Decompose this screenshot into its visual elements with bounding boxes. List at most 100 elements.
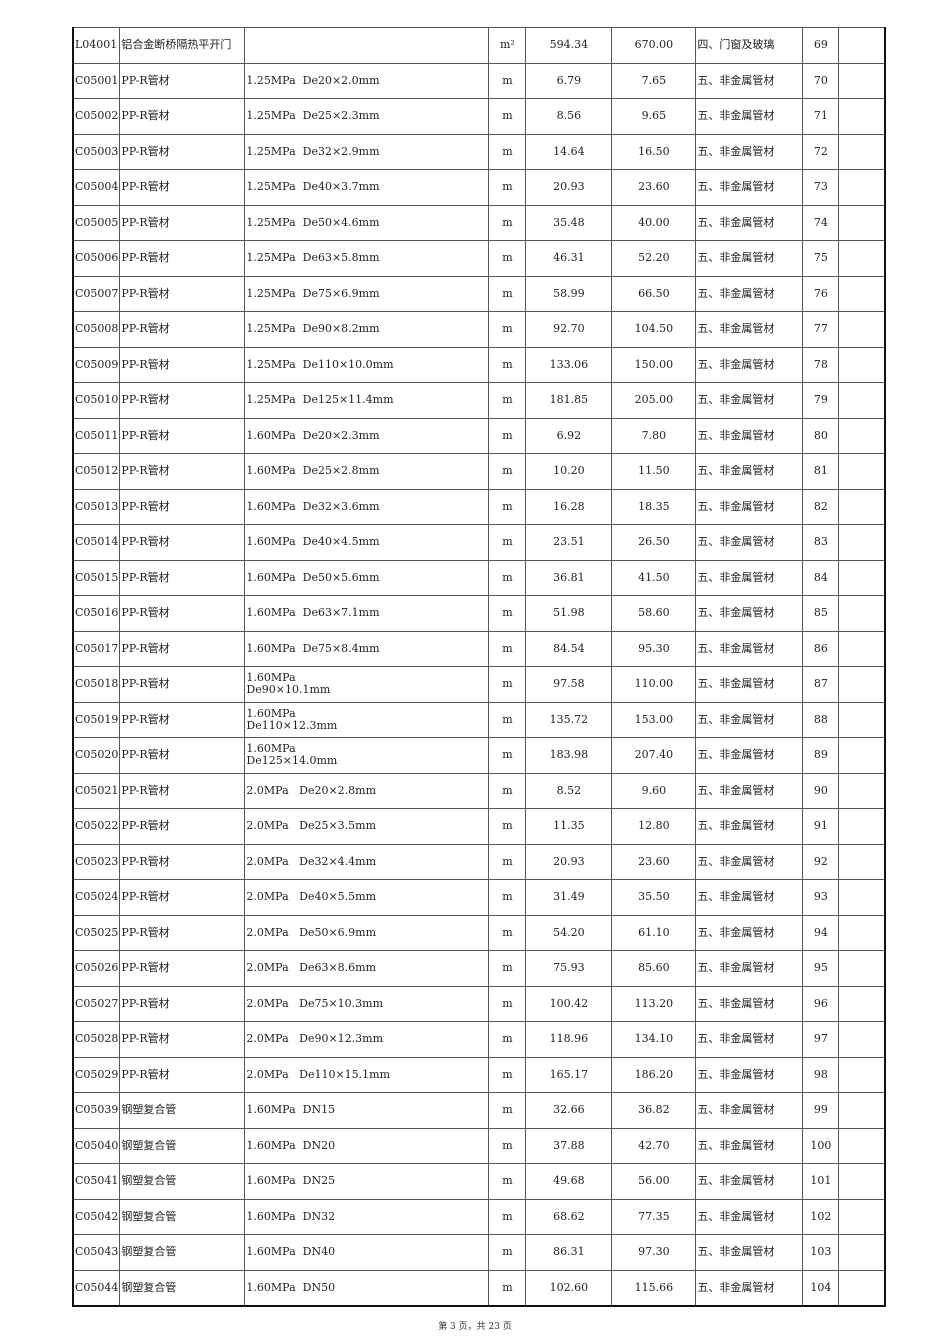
price-incl-tax: 95.30 (611, 630, 697, 667)
specification: 2.0MPa De90×12.3mm (244, 1021, 490, 1058)
table-row: C05041 钢塑复合管 1.60MPa DN25 m 49.68 56.00 五、非金属管… (72, 1163, 886, 1200)
remark (838, 701, 886, 738)
category: 五、非金属管材 (695, 1269, 804, 1307)
unit: m (488, 808, 527, 845)
item-name: PP-R管材 (119, 382, 246, 419)
remark (838, 169, 886, 206)
item-name: PP-R管材 (119, 772, 246, 809)
table-row: C05009 PP-R管材 1.25MPa De110×10.0mm m 133.06 1… (72, 346, 886, 383)
category: 五、非金属管材 (695, 204, 804, 241)
item-code: C05041 (72, 1163, 121, 1200)
table-row: C05044 钢塑复合管 1.60MPa DN50 m 102.60 115.66 五、非金… (72, 1269, 886, 1307)
item-name: 钢塑复合管 (119, 1163, 246, 1200)
sequence-number: 88 (802, 701, 840, 738)
item-code: C05017 (72, 630, 121, 667)
item-name: PP-R管材 (119, 169, 246, 206)
specification (244, 27, 490, 64)
item-name: PP-R管材 (119, 914, 246, 951)
price-excl-tax: 11.35 (525, 808, 613, 845)
unit: m (488, 346, 527, 383)
item-name: PP-R管材 (119, 453, 246, 490)
table-row: C05007 PP-R管材 1.25MPa De75×6.9mm m 58.99 66.5… (72, 275, 886, 312)
item-code: C05044 (72, 1269, 121, 1307)
price-excl-tax: 6.79 (525, 62, 613, 99)
price-incl-tax: 26.50 (611, 524, 697, 561)
price-incl-tax: 40.00 (611, 204, 697, 241)
table-row: C05018 PP-R管材 1.60MPa De90×10.1mm m 97.58 110… (72, 666, 886, 703)
specification: 1.60MPa De63×7.1mm (244, 595, 490, 632)
unit: m (488, 417, 527, 454)
sequence-number: 79 (802, 382, 840, 419)
item-code: C05023 (72, 843, 121, 880)
price-incl-tax: 7.80 (611, 417, 697, 454)
table-row: L04001 铝合金断桥隔热平开门 m² 594.34 670.00 四、门窗及玻璃 69 (72, 27, 886, 64)
category: 五、非金属管材 (695, 1163, 804, 1200)
unit: m (488, 772, 527, 809)
unit: m (488, 1198, 527, 1235)
specification: 1.60MPa De25×2.8mm (244, 453, 490, 490)
specification: 1.25MPa De32×2.9mm (244, 133, 490, 170)
table-row: C05019 PP-R管材 1.60MPa De110×12.3mm m 135.72 1… (72, 701, 886, 738)
unit: m (488, 98, 527, 135)
category: 五、非金属管材 (695, 1234, 804, 1271)
category: 五、非金属管材 (695, 488, 804, 525)
item-code: C05008 (72, 311, 121, 348)
table-row: C05024 PP-R管材 2.0MPa De40×5.5mm m 31.49 35.50… (72, 879, 886, 916)
price-incl-tax: 670.00 (611, 27, 697, 64)
price-excl-tax: 51.98 (525, 595, 613, 632)
item-code: C05018 (72, 666, 121, 703)
remark (838, 1234, 886, 1271)
sequence-number: 99 (802, 1092, 840, 1129)
price-table: L04001 铝合金断桥隔热平开门 m² 594.34 670.00 四、门窗及玻璃 69 C… (72, 27, 886, 1307)
category: 五、非金属管材 (695, 1198, 804, 1235)
unit: m (488, 950, 527, 987)
remark (838, 559, 886, 596)
price-excl-tax: 75.93 (525, 950, 613, 987)
item-code: C05006 (72, 240, 121, 277)
price-excl-tax: 86.31 (525, 1234, 613, 1271)
category: 五、非金属管材 (695, 985, 804, 1022)
category: 五、非金属管材 (695, 737, 804, 774)
sequence-number: 96 (802, 985, 840, 1022)
specification: 1.25MPa De63×5.8mm (244, 240, 490, 277)
table-row: C05003 PP-R管材 1.25MPa De32×2.9mm m 14.64 16.5… (72, 133, 886, 170)
remark (838, 453, 886, 490)
remark (838, 27, 886, 64)
table-row: C05004 PP-R管材 1.25MPa De40×3.7mm m 20.93 23.6… (72, 169, 886, 206)
category: 五、非金属管材 (695, 275, 804, 312)
price-excl-tax: 58.99 (525, 275, 613, 312)
sequence-number: 94 (802, 914, 840, 951)
specification: 1.25MPa De40×3.7mm (244, 169, 490, 206)
price-incl-tax: 115.66 (611, 1269, 697, 1307)
remark (838, 808, 886, 845)
remark (838, 1056, 886, 1093)
price-excl-tax: 84.54 (525, 630, 613, 667)
remark (838, 772, 886, 809)
price-excl-tax: 8.52 (525, 772, 613, 809)
item-name: PP-R管材 (119, 311, 246, 348)
sequence-number: 104 (802, 1269, 840, 1307)
item-name: PP-R管材 (119, 666, 246, 703)
sequence-number: 101 (802, 1163, 840, 1200)
item-code: C05039 (72, 1092, 121, 1129)
remark (838, 417, 886, 454)
specification: 2.0MPa De20×2.8mm (244, 772, 490, 809)
item-code: C05029 (72, 1056, 121, 1093)
unit: m (488, 630, 527, 667)
unit: m (488, 204, 527, 241)
unit: m (488, 1269, 527, 1307)
specification: 1.60MPa DN20 (244, 1127, 490, 1164)
category: 五、非金属管材 (695, 240, 804, 277)
item-name: PP-R管材 (119, 417, 246, 454)
price-excl-tax: 97.58 (525, 666, 613, 703)
category: 五、非金属管材 (695, 914, 804, 951)
unit: m (488, 1092, 527, 1129)
category: 四、门窗及玻璃 (695, 27, 804, 64)
table-row: C05002 PP-R管材 1.25MPa De25×2.3mm m 8.56 9.65 五… (72, 98, 886, 135)
remark (838, 1269, 886, 1307)
sequence-number: 102 (802, 1198, 840, 1235)
sequence-number: 89 (802, 737, 840, 774)
item-code: C05022 (72, 808, 121, 845)
sequence-number: 86 (802, 630, 840, 667)
remark (838, 1092, 886, 1129)
